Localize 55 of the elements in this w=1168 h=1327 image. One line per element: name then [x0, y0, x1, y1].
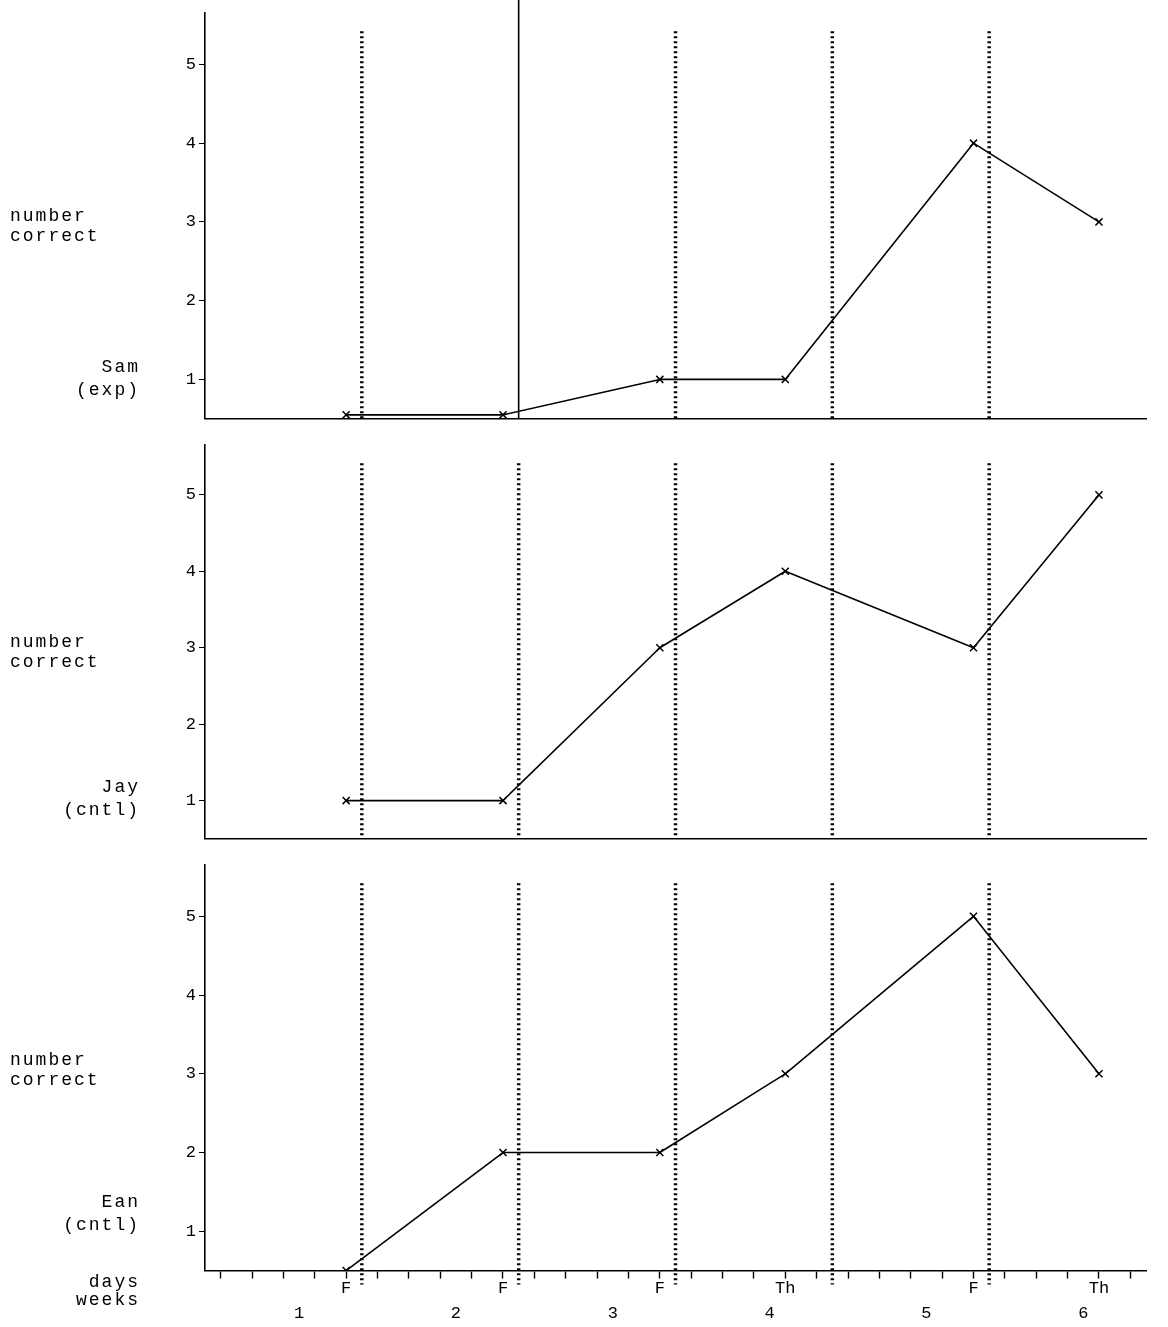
y-tick-label: 1 [185, 791, 196, 811]
y-tick-label: 5 [185, 906, 196, 926]
text: weeks [75, 1290, 140, 1310]
x-tick-label: Th [775, 1279, 796, 1299]
text: 6 [1078, 1303, 1089, 1323]
point [498, 410, 508, 419]
point [341, 796, 351, 805]
x-tick-label: Th [1088, 1279, 1110, 1299]
y-tick-label: 1 [185, 369, 196, 389]
text: (cntl) [62, 1215, 140, 1235]
text: Sam [100, 357, 140, 377]
text: (exp) [75, 380, 140, 400]
point [1094, 217, 1104, 227]
text: 4 [764, 1303, 775, 1323]
x-tick-label: F [341, 1279, 352, 1299]
point [969, 138, 978, 148]
y-tick-label: 3 [185, 1064, 196, 1084]
point [969, 912, 978, 921]
point [1094, 490, 1104, 500]
point [655, 375, 665, 384]
y-tick-label: 4 [185, 985, 196, 1005]
y-tick-label: 1 [185, 1221, 196, 1241]
y-tick-label: 3 [185, 212, 196, 232]
point [1094, 1069, 1104, 1079]
y-tick-label: 5 [185, 54, 196, 74]
point [498, 796, 508, 805]
text: 2 [450, 1303, 462, 1323]
y-tick-label: 2 [185, 291, 196, 311]
y-tick-label: 2 [185, 714, 196, 734]
y-axis-title: number correct [10, 1049, 101, 1090]
text: Ean [100, 1192, 140, 1212]
y-axis-title: number correct [10, 206, 101, 246]
text: (cntl) [62, 800, 140, 820]
y-tick-label: 3 [185, 638, 196, 658]
point [655, 643, 665, 653]
y-tick-label: 5 [185, 485, 196, 505]
text: 5 [921, 1303, 932, 1323]
x-tick-label: F [968, 1279, 979, 1299]
point [781, 1069, 790, 1079]
point [655, 1148, 665, 1157]
text: Jay [100, 777, 140, 797]
x-tick-label: F [654, 1279, 665, 1299]
point [781, 567, 790, 576]
y-tick-label: 4 [185, 133, 196, 153]
text: 1 [294, 1303, 305, 1323]
point [341, 410, 351, 419]
y-tick-label: 2 [185, 1143, 196, 1163]
point [781, 375, 790, 384]
x-tick-label: F [497, 1279, 509, 1299]
y-axis-title: number correct [10, 632, 101, 672]
point [498, 1148, 508, 1157]
point [969, 643, 978, 653]
x-axis-title: days [88, 1272, 140, 1292]
text: 3 [607, 1303, 618, 1323]
y-tick-label: 4 [185, 561, 196, 581]
